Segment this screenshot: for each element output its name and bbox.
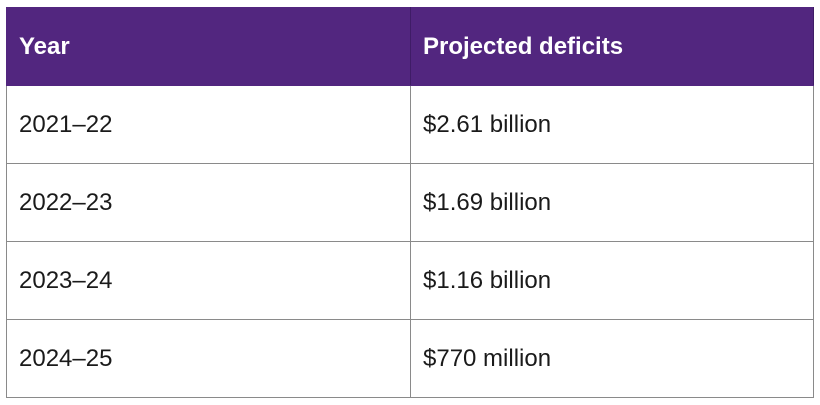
cell-year: 2021–22 (6, 85, 411, 164)
cell-deficit: $2.61 billion (410, 85, 814, 164)
table-row: 2022–23 $1.69 billion (6, 163, 814, 242)
cell-deficit: $1.16 billion (410, 241, 814, 320)
table-row: 2024–25 $770 million (6, 319, 814, 398)
table-row: 2021–22 $2.61 billion (6, 85, 814, 164)
projected-deficits-table: Year Projected deficits 2021–22 $2.61 bi… (6, 7, 814, 398)
cell-year: 2023–24 (6, 241, 411, 320)
header-projected-deficits: Projected deficits (410, 7, 814, 86)
table-header-row: Year Projected deficits (6, 7, 814, 86)
header-year: Year (6, 7, 411, 86)
cell-deficit: $770 million (410, 319, 814, 398)
cell-year: 2024–25 (6, 319, 411, 398)
cell-year: 2022–23 (6, 163, 411, 242)
cell-deficit: $1.69 billion (410, 163, 814, 242)
table-row: 2023–24 $1.16 billion (6, 241, 814, 320)
